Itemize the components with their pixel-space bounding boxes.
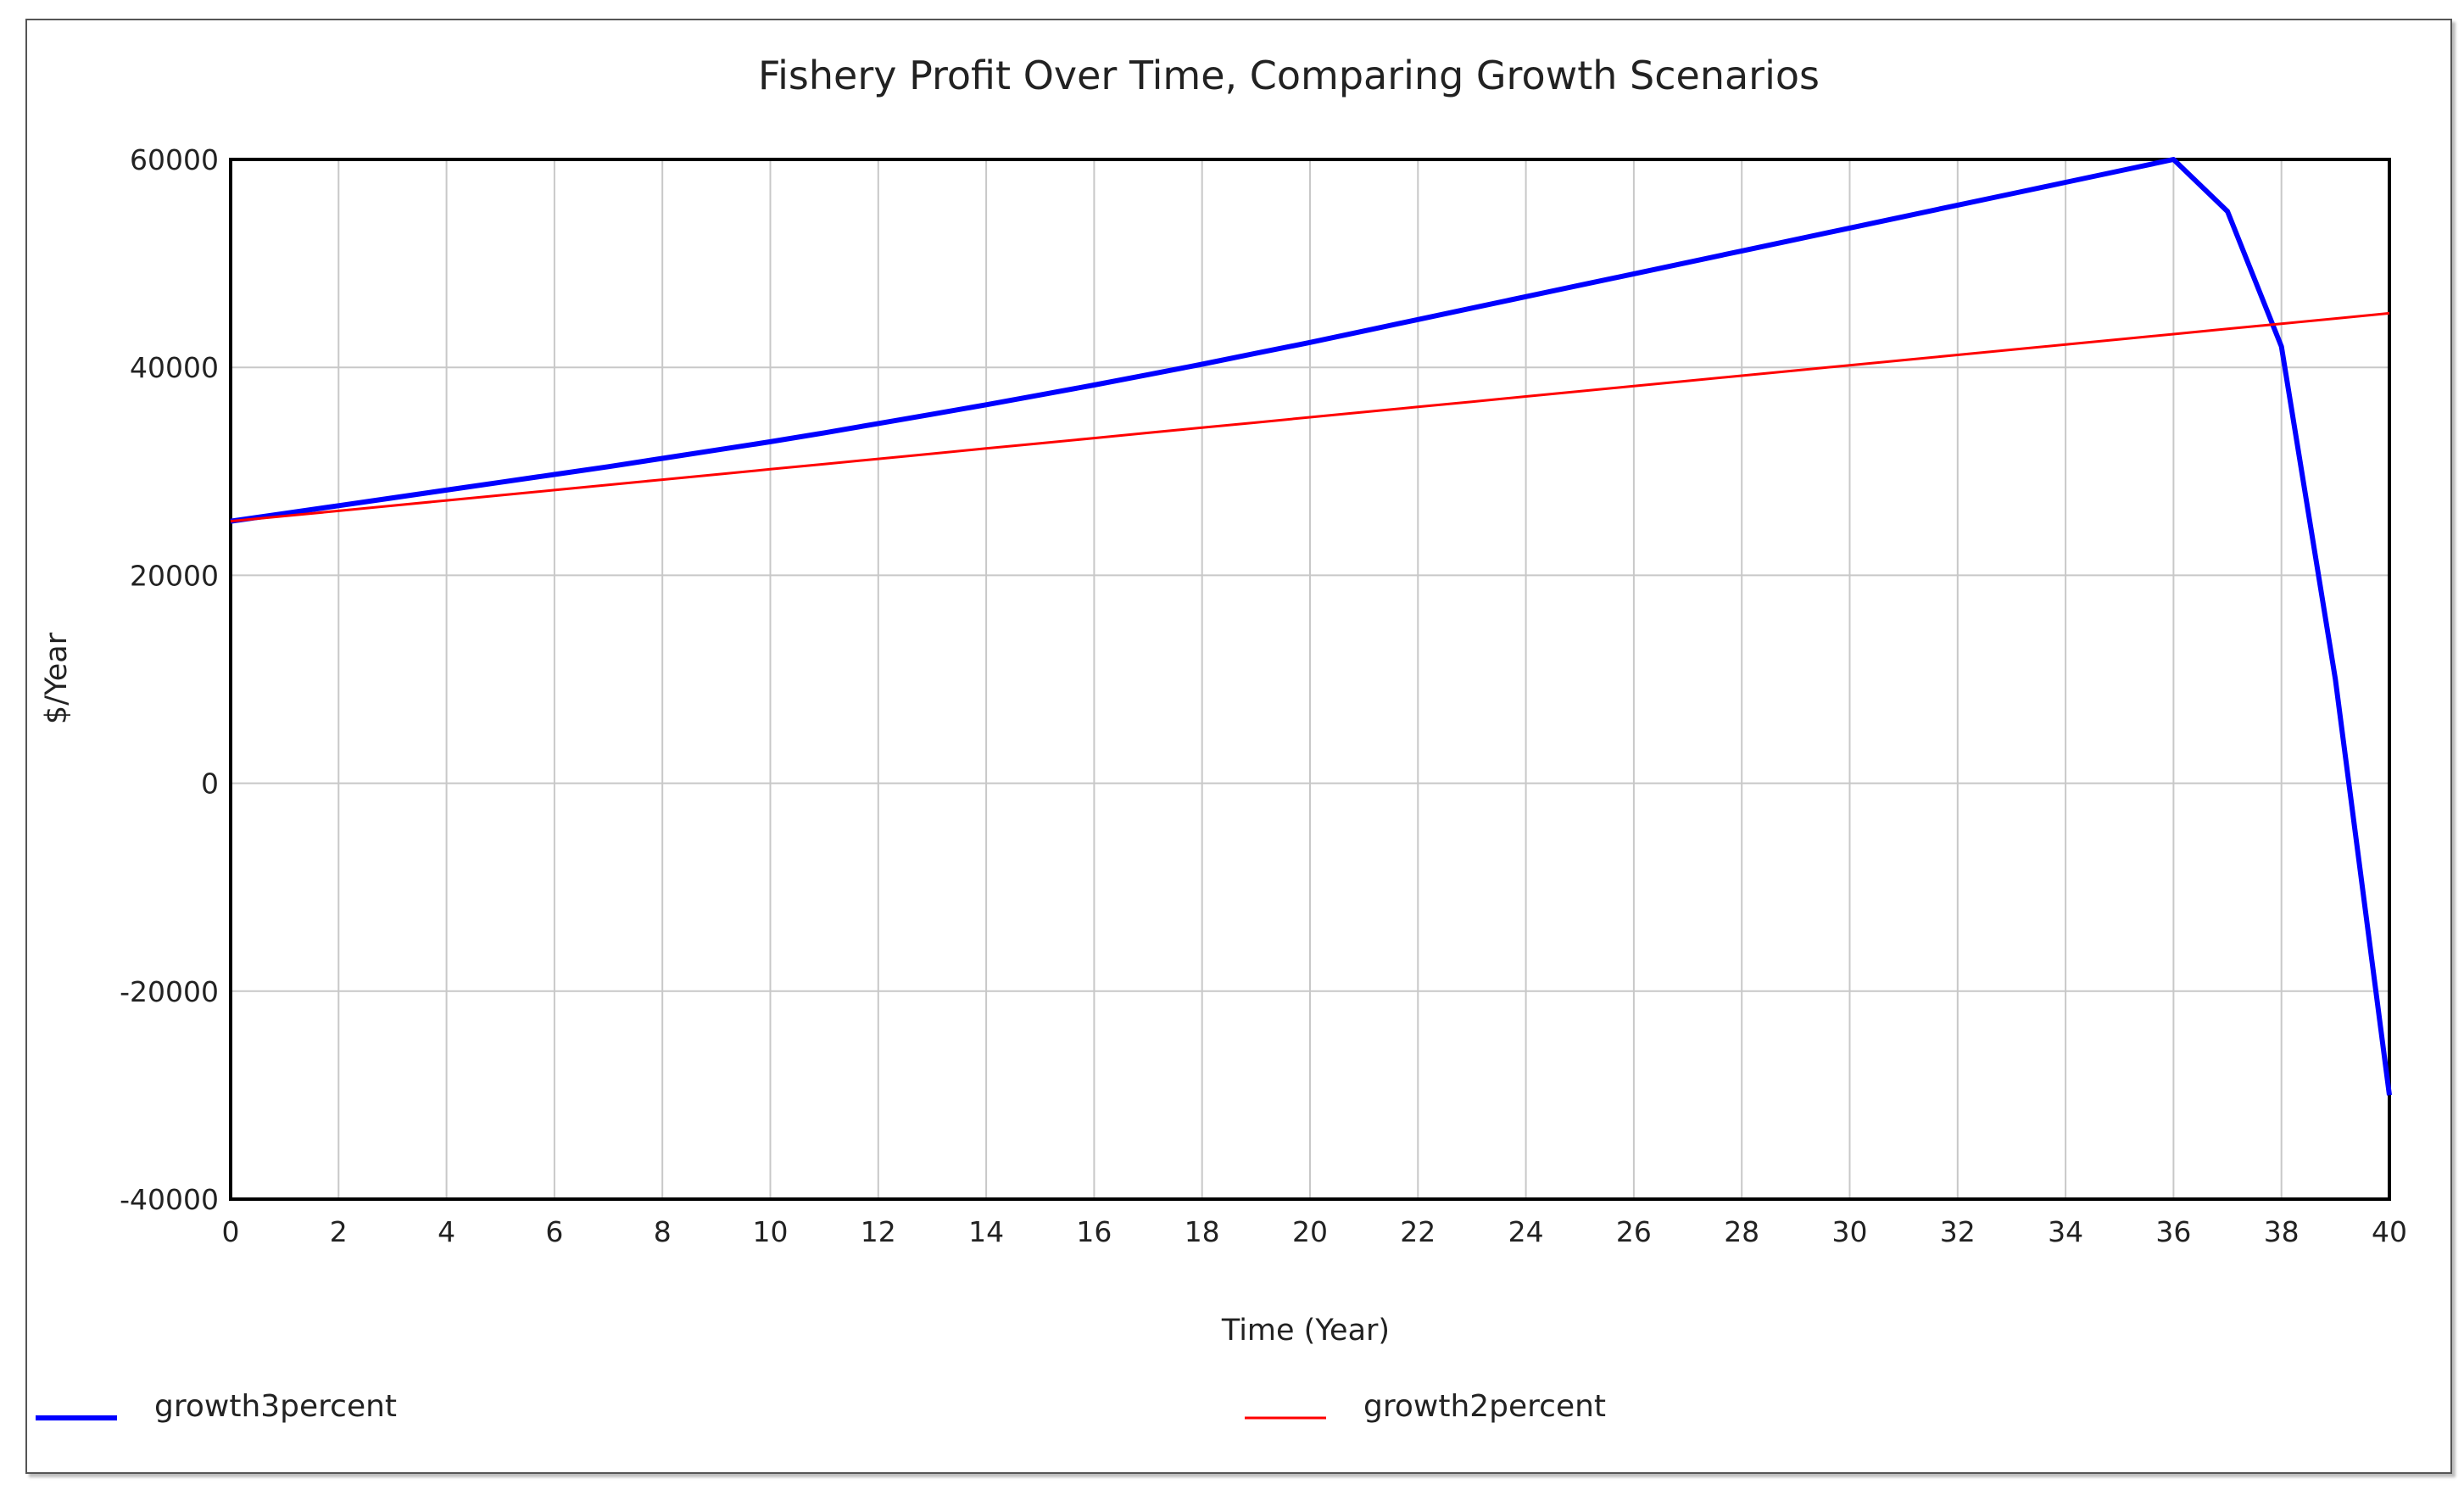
x-tick-label: 16 [1076, 1215, 1112, 1248]
x-axis-label: Time (Year) [1221, 1314, 1390, 1348]
y-tick-label: 40000 [130, 351, 219, 384]
y-tick-label: -40000 [120, 1183, 219, 1216]
y-tick-label: 0 [201, 767, 219, 801]
legend-label-growth3percent: growth3percent [154, 1389, 397, 1424]
grid [230, 159, 2390, 1200]
x-tick-label: 36 [2155, 1215, 2191, 1248]
x-tick-label: 34 [2048, 1215, 2083, 1248]
series-line-growth2percent [230, 311, 2390, 523]
x-tick-label: 4 [438, 1215, 455, 1248]
x-tick-label: 32 [1940, 1215, 1976, 1248]
x-tick-labels: 0 2 4 6 8 10 12 14 16 18 20 22 24 26 28 30 32 34 36 38 40 [222, 1215, 2408, 1248]
legend-label-growth2percent: growth2percent [1363, 1389, 1606, 1424]
x-tick-label: 22 [1400, 1215, 1435, 1248]
x-tick-label: 14 [968, 1215, 1004, 1248]
chart-frame [25, 19, 2452, 1474]
series-line-growth3percent [230, 157, 2392, 1096]
x-tick-label: 38 [2264, 1215, 2300, 1248]
x-tick-label: 2 [330, 1215, 348, 1248]
y-tick-label: 60000 [130, 143, 219, 176]
x-tick-label: 12 [861, 1215, 896, 1248]
x-tick-label: 26 [1616, 1215, 1652, 1248]
legend: growth3percent growth2percent [36, 1389, 1606, 1424]
plot-area-border [229, 158, 2391, 1201]
x-tick-label: 6 [545, 1215, 563, 1248]
chart-title: Fishery Profit Over Time, Comparing Grow… [758, 53, 1820, 98]
x-tick-label: 8 [654, 1215, 672, 1248]
y-tick-labels: 60000 40000 20000 0 -20000 -40000 [120, 143, 219, 1216]
x-tick-label: 0 [222, 1215, 240, 1248]
x-tick-label: 18 [1185, 1215, 1220, 1248]
x-tick-label: 24 [1508, 1215, 1544, 1248]
series-layer [230, 157, 2392, 1096]
x-tick-label: 20 [1292, 1215, 1328, 1248]
y-tick-label: 20000 [130, 559, 219, 592]
x-tick-label: 28 [1724, 1215, 1759, 1248]
y-tick-label: -20000 [120, 975, 219, 1008]
x-tick-label: 10 [753, 1215, 789, 1248]
x-tick-label: 30 [1832, 1215, 1868, 1248]
x-tick-label: 40 [2372, 1215, 2407, 1248]
y-axis-label: $/Year [40, 632, 74, 724]
